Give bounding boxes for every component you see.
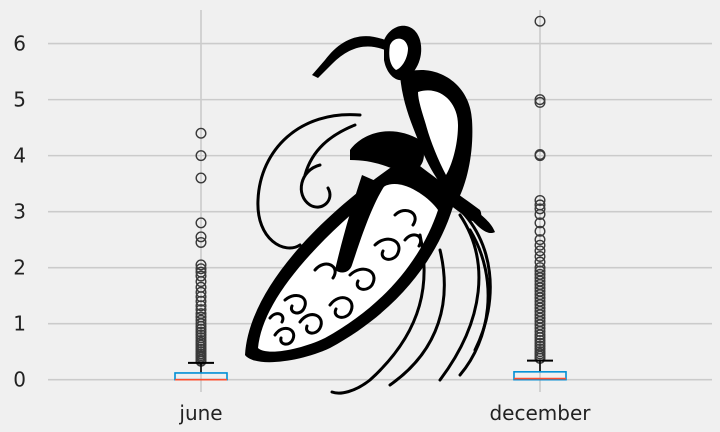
outlier-point xyxy=(195,332,207,344)
outlier-point xyxy=(195,150,207,162)
outlier-point xyxy=(534,268,546,280)
box-group-december xyxy=(513,15,567,381)
outlier-point xyxy=(195,286,207,298)
outlier-point xyxy=(534,149,546,161)
outlier-point xyxy=(195,314,207,326)
box-layer xyxy=(174,15,567,381)
y-tick-label: 6 xyxy=(13,32,26,56)
outlier-point xyxy=(195,308,207,320)
outlier-point xyxy=(534,340,546,352)
outlier-point xyxy=(534,262,546,274)
outlier-point xyxy=(195,266,207,278)
outlier-point xyxy=(534,256,546,268)
outlier-point xyxy=(195,259,207,271)
outlier-point xyxy=(534,337,546,349)
tick-layer: 0 1 2 3 4 5 6 june december xyxy=(13,32,591,425)
outlier-point xyxy=(195,329,207,341)
outlier-point xyxy=(534,250,546,262)
outlier-point xyxy=(534,234,546,246)
outlier-point xyxy=(534,96,546,108)
outlier-point xyxy=(195,236,207,248)
outlier-point xyxy=(195,270,207,282)
y-tick-label: 3 xyxy=(13,200,26,224)
outlier-point xyxy=(534,239,546,251)
box-group-june xyxy=(174,127,228,381)
outlier-point xyxy=(195,334,207,346)
outlier-point xyxy=(195,281,207,293)
box-iqr xyxy=(513,371,567,381)
outlier-point xyxy=(534,194,546,206)
outlier-point xyxy=(534,346,546,358)
outlier-point xyxy=(534,94,546,106)
x-tick-label: june xyxy=(178,401,222,425)
outlier-point xyxy=(534,225,546,237)
outlier-point xyxy=(195,304,207,316)
outlier-point xyxy=(534,199,546,211)
outlier-point xyxy=(195,263,207,275)
x-tick-label: december xyxy=(489,401,591,425)
surfer-illustration-icon xyxy=(245,25,495,395)
y-tick-label: 0 xyxy=(13,368,26,392)
outlier-point xyxy=(534,245,546,257)
y-tick-label: 5 xyxy=(13,88,26,112)
y-tick-label: 1 xyxy=(13,312,26,336)
outlier-point xyxy=(195,311,207,323)
y-tick-label: 2 xyxy=(13,256,26,280)
outlier-point xyxy=(534,203,546,215)
outlier-point xyxy=(195,127,207,139)
outlier-point xyxy=(534,343,546,355)
outlier-point xyxy=(534,15,546,27)
outlier-point xyxy=(195,172,207,184)
y-tick-label: 4 xyxy=(13,144,26,168)
outlier-point xyxy=(195,231,207,243)
outlier-point xyxy=(195,217,207,229)
outlier-point xyxy=(195,326,207,338)
outlier-point xyxy=(534,217,546,229)
